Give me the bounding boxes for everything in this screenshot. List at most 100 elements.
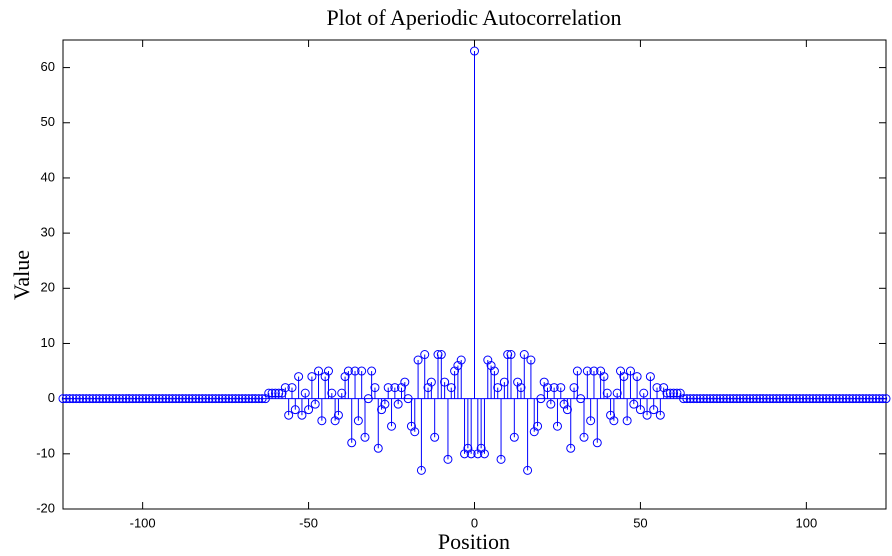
stem-marker [848, 394, 858, 404]
stem-marker [762, 394, 772, 404]
stem-marker [642, 410, 652, 420]
stem-marker [609, 416, 619, 426]
stem-marker [241, 394, 251, 404]
stem-marker [722, 394, 732, 404]
stem-marker [380, 399, 390, 409]
stem-marker [314, 366, 324, 376]
stem-marker [124, 394, 134, 404]
stem-marker [131, 394, 141, 404]
stem-marker [549, 383, 559, 393]
stem-marker [430, 432, 440, 442]
stem-marker [400, 377, 410, 387]
stem-marker [181, 394, 191, 404]
stem-marker [791, 394, 801, 404]
stem-marker [569, 383, 579, 393]
stem-marker [387, 421, 397, 431]
y-tick-label: 20 [41, 280, 55, 295]
stem-marker [171, 394, 181, 404]
stem-marker [204, 394, 214, 404]
stem-marker [280, 383, 290, 393]
stem-marker [416, 465, 426, 475]
stem-marker [536, 394, 546, 404]
y-axis-label: Value [9, 250, 34, 300]
x-tick-label: -50 [299, 515, 318, 530]
stem-marker [244, 394, 254, 404]
stem-marker [695, 394, 705, 404]
stem-marker [632, 372, 642, 382]
stem-marker [838, 394, 848, 404]
stem-marker [347, 438, 357, 448]
stem-marker [506, 350, 516, 360]
stem-marker [669, 388, 679, 398]
stem-marker [446, 383, 456, 393]
stem-marker [765, 394, 775, 404]
y-tick-label: 50 [41, 114, 55, 129]
stem-marker [612, 388, 622, 398]
stem-marker [237, 394, 247, 404]
stem-marker [466, 449, 476, 459]
stem-marker [323, 366, 333, 376]
stem-marker [854, 394, 864, 404]
stem-marker [440, 377, 450, 387]
stem-marker [98, 394, 108, 404]
stem-marker [841, 394, 851, 404]
stem-marker [844, 394, 854, 404]
stem-marker [871, 394, 881, 404]
stem-marker [333, 410, 343, 420]
stem-marker [134, 394, 144, 404]
stem-marker [579, 432, 589, 442]
stem-marker [509, 432, 519, 442]
stem-marker [78, 394, 88, 404]
stem-marker [85, 394, 95, 404]
stem-marker [738, 394, 748, 404]
stem-marker [742, 394, 752, 404]
stem-marker [121, 394, 131, 404]
stem-marker [141, 394, 151, 404]
stem-marker [383, 383, 393, 393]
stem-marker [227, 394, 237, 404]
y-tick-label: 60 [41, 59, 55, 74]
stem-marker [343, 366, 353, 376]
stem-marker [702, 394, 712, 404]
stem-marker [851, 394, 861, 404]
stem-marker [748, 394, 758, 404]
x-tick-label: 100 [796, 515, 818, 530]
stem-marker [88, 394, 98, 404]
stem-marker [489, 366, 499, 376]
stem-marker [144, 394, 154, 404]
stem-marker [732, 394, 742, 404]
stem-marker [835, 394, 845, 404]
stem-marker [619, 372, 629, 382]
stem-marker [148, 394, 158, 404]
stem-marker [413, 355, 423, 365]
stem-marker [224, 394, 234, 404]
stem-marker [211, 394, 221, 404]
stem-marker [470, 46, 479, 56]
stem-marker [705, 394, 715, 404]
stem-marker [679, 394, 689, 404]
stem-marker [101, 394, 111, 404]
stem-marker [825, 394, 835, 404]
stem-marker [745, 394, 755, 404]
stem-marker [519, 350, 529, 360]
stem-marker [622, 416, 632, 426]
stem-marker [665, 388, 675, 398]
stem-marker [194, 394, 204, 404]
stem-marker [818, 394, 828, 404]
stem-marker [496, 454, 506, 464]
stem-marker [728, 394, 738, 404]
stem-marker [725, 394, 735, 404]
stem-marker [420, 350, 430, 360]
stem-marker [758, 394, 768, 404]
stem-marker [526, 355, 536, 365]
stem-marker [785, 394, 795, 404]
stem-marker [214, 394, 224, 404]
stem-marker [868, 394, 878, 404]
stem-marker [294, 372, 304, 382]
stem-marker [582, 366, 592, 376]
stem-marker [708, 394, 718, 404]
stem-marker [781, 394, 791, 404]
stem-marker [552, 421, 562, 431]
